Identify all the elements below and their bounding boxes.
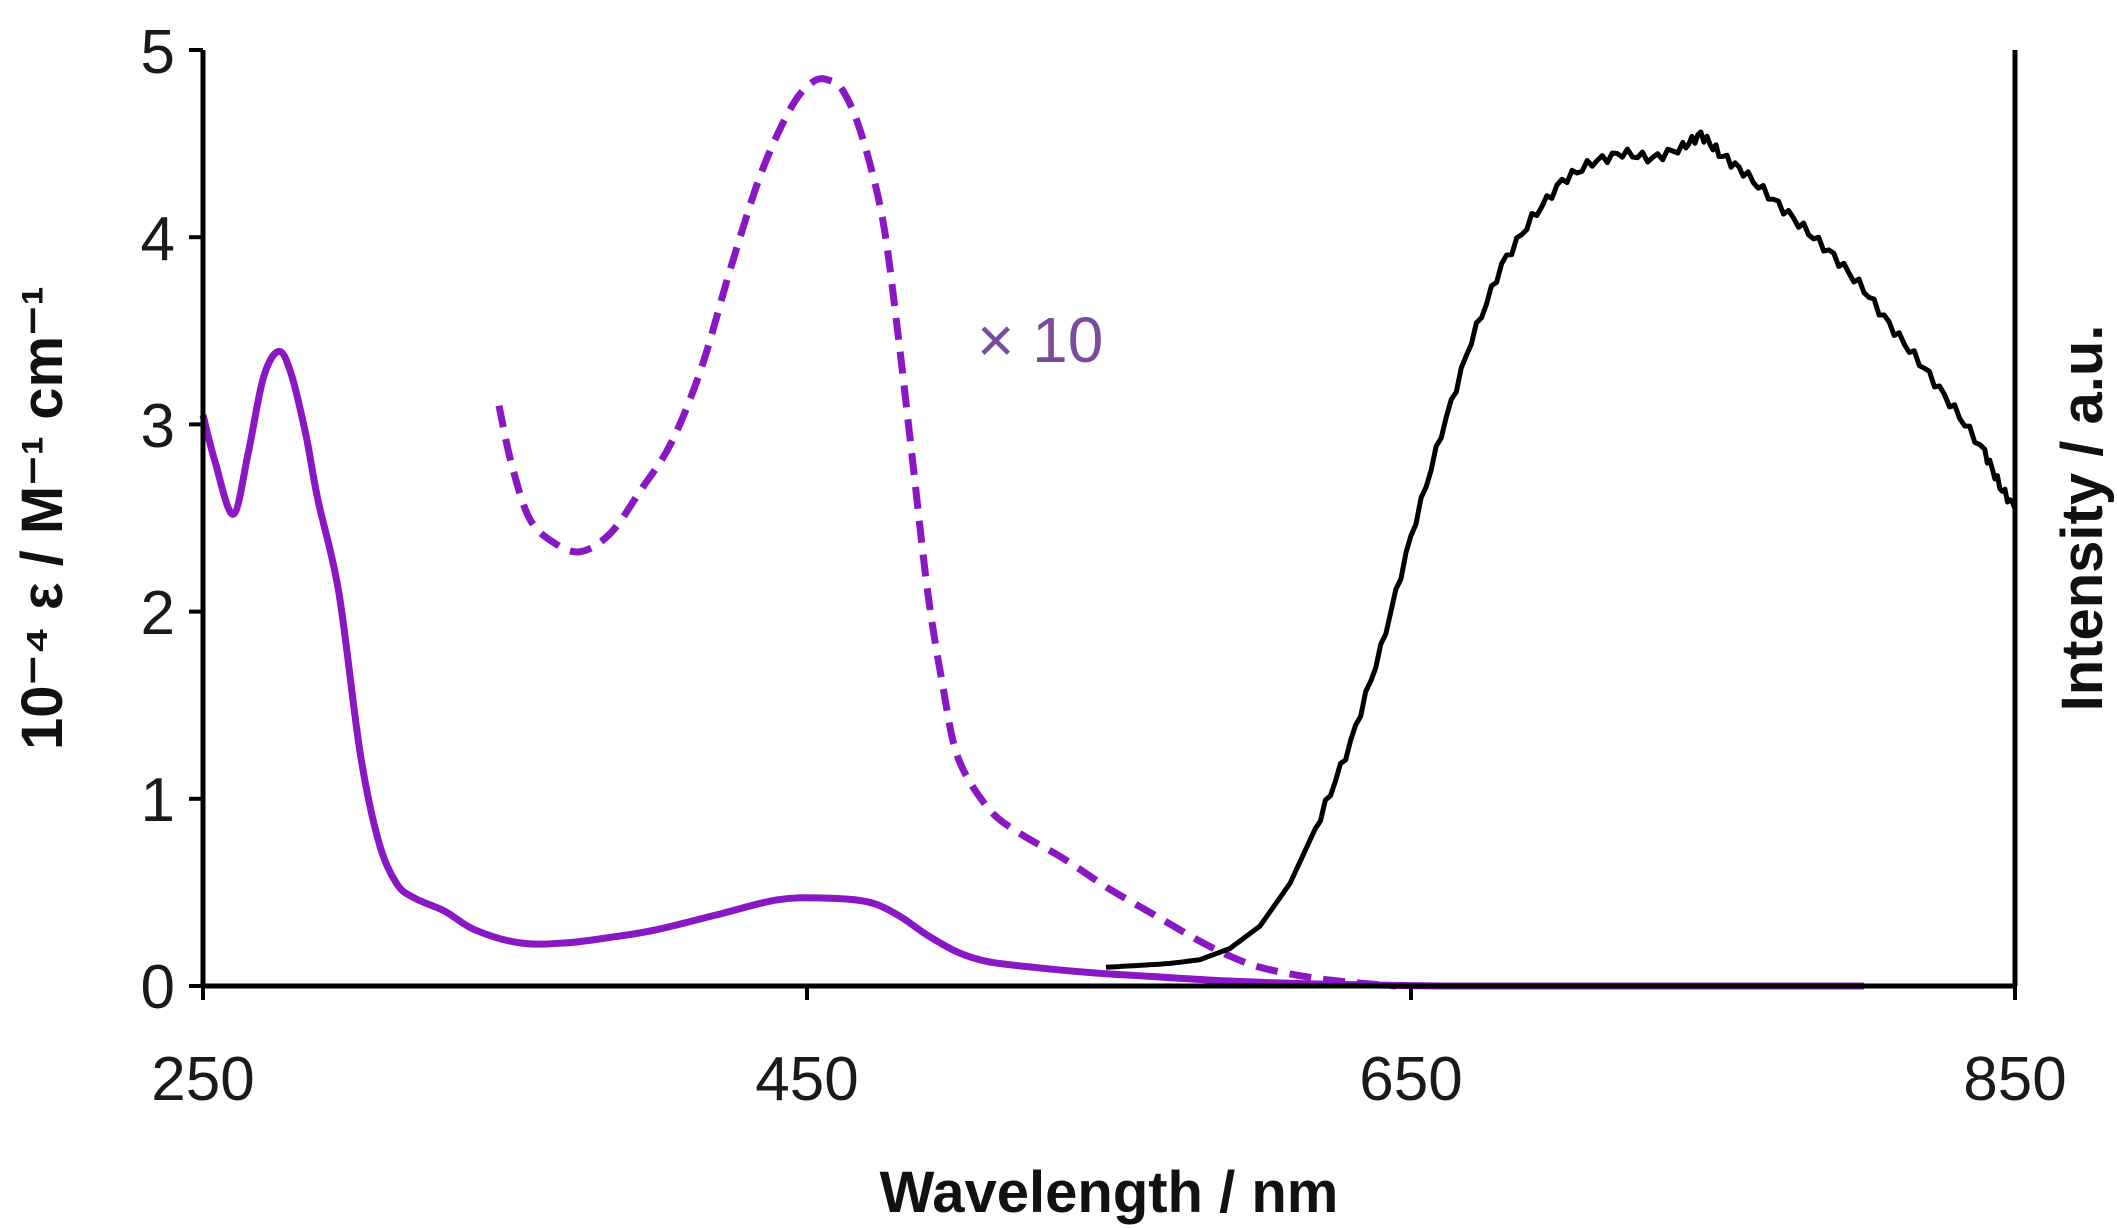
absorption-x10-dashed-line xyxy=(495,75,1397,990)
y-tick-label: 3 xyxy=(141,392,175,461)
x-tick-label: 850 xyxy=(1963,1045,2066,1114)
x-axis-title: Wavelength / nm xyxy=(880,1160,1339,1225)
x-tick-label: 250 xyxy=(151,1045,254,1114)
axis-ticks xyxy=(189,48,2017,1000)
y-tick-labels: 0 1 2 3 4 5 xyxy=(141,18,175,1022)
scale-annotation: × 10 xyxy=(977,304,1103,376)
y-tick-label: 0 xyxy=(141,953,175,1022)
emission-line xyxy=(1105,129,2018,970)
y-tick-label: 4 xyxy=(141,205,175,274)
y-tick-label: 1 xyxy=(141,766,175,835)
x-tick-label: 450 xyxy=(755,1045,858,1114)
absorption-line xyxy=(199,347,1864,990)
series-layer xyxy=(199,75,2018,990)
right-y-axis-title: Intensity / a.u. xyxy=(2050,325,2115,712)
y-tick-label: 2 xyxy=(141,579,175,648)
x-tick-labels: 250 450 650 850 xyxy=(151,1045,2066,1114)
x-tick-label: 650 xyxy=(1359,1045,1462,1114)
left-y-axis-title: 10⁻⁴ ε / M⁻¹ cm⁻¹ xyxy=(10,286,75,750)
y-tick-label: 5 xyxy=(141,18,175,87)
